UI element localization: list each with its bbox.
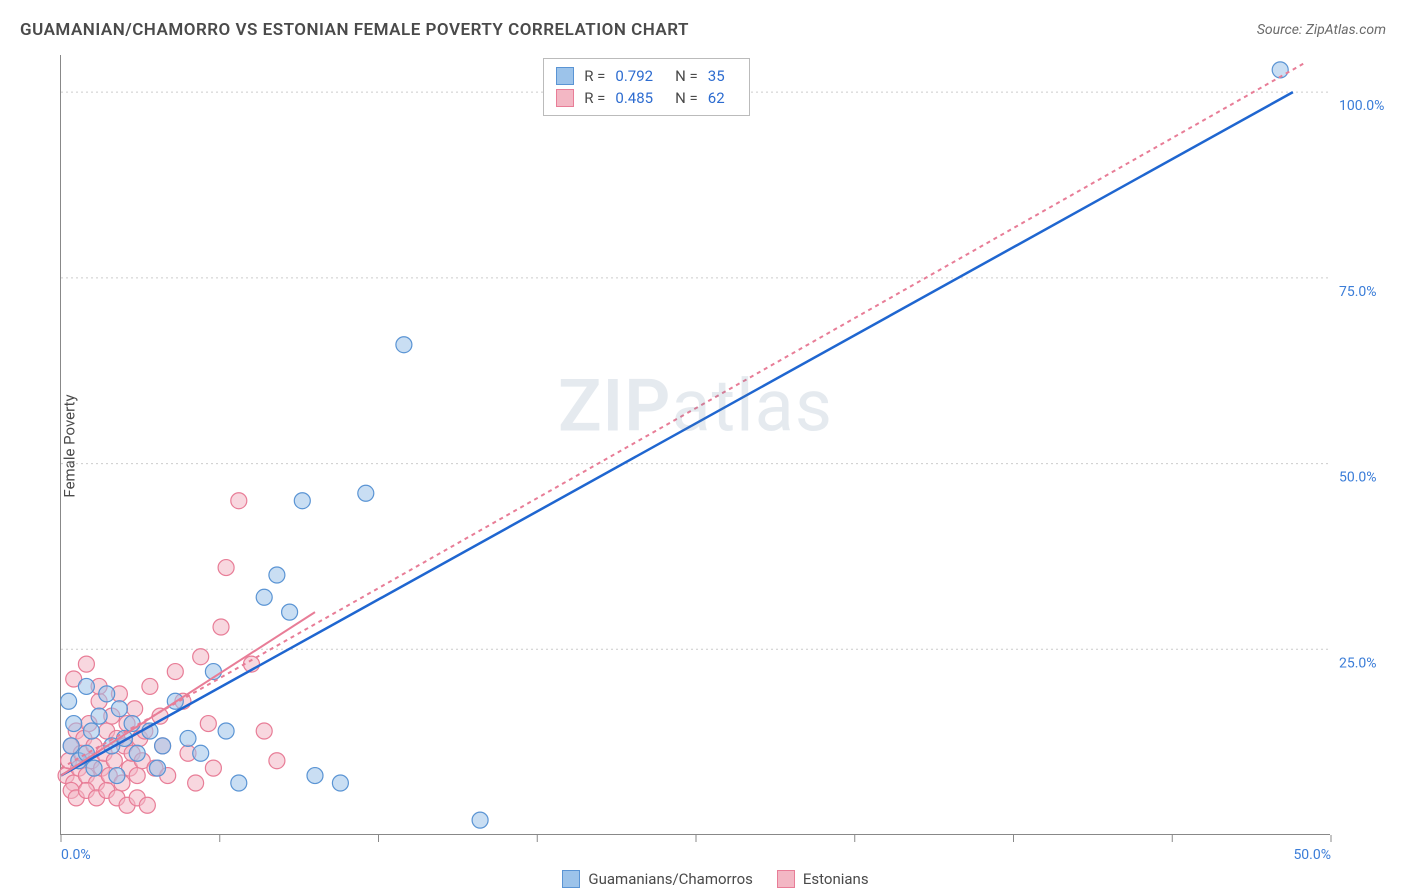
swatch-series-1: [556, 89, 574, 107]
swatch-legend-0: [562, 870, 580, 888]
bottom-legend: Guamanians/Chamorros Estonians: [562, 870, 868, 888]
svg-text:25.0%: 25.0%: [1339, 655, 1377, 671]
n-value-0: 35: [708, 67, 725, 85]
svg-text:75.0%: 75.0%: [1339, 284, 1377, 300]
stats-row-series-0: R = 0.792 N = 35: [556, 65, 736, 87]
stats-row-series-1: R = 0.485 N = 62: [556, 87, 736, 109]
chart-plot-area: 25.0%50.0%75.0%100.0% 0.0%50.0% ZIPatlas…: [60, 55, 1330, 835]
r-label: R =: [584, 67, 605, 85]
stats-legend-box: R = 0.792 N = 35 R = 0.485 N = 62: [543, 58, 749, 116]
swatch-legend-1: [777, 870, 795, 888]
svg-text:50.0%: 50.0%: [1339, 470, 1377, 486]
n-label: N =: [675, 67, 698, 85]
r-label: R =: [584, 89, 605, 107]
svg-text:50.0%: 50.0%: [1293, 847, 1331, 863]
scatter-plot-svg: 25.0%50.0%75.0%100.0% 0.0%50.0%: [61, 55, 1330, 834]
r-value-1: 0.485: [615, 89, 653, 107]
svg-text:100.0%: 100.0%: [1339, 98, 1384, 114]
r-value-0: 0.792: [615, 67, 653, 85]
chart-title: GUAMANIAN/CHAMORRO VS ESTONIAN FEMALE PO…: [20, 20, 689, 40]
legend-label-1: Estonians: [803, 870, 869, 888]
legend-item-0: Guamanians/Chamorros: [562, 870, 752, 888]
n-value-1: 62: [708, 89, 725, 107]
n-label: N =: [675, 89, 698, 107]
source-attribution: Source: ZipAtlas.com: [1257, 22, 1386, 38]
svg-text:0.0%: 0.0%: [61, 847, 91, 863]
legend-item-1: Estonians: [777, 870, 869, 888]
legend-label-0: Guamanians/Chamorros: [588, 870, 752, 888]
swatch-series-0: [556, 67, 574, 85]
